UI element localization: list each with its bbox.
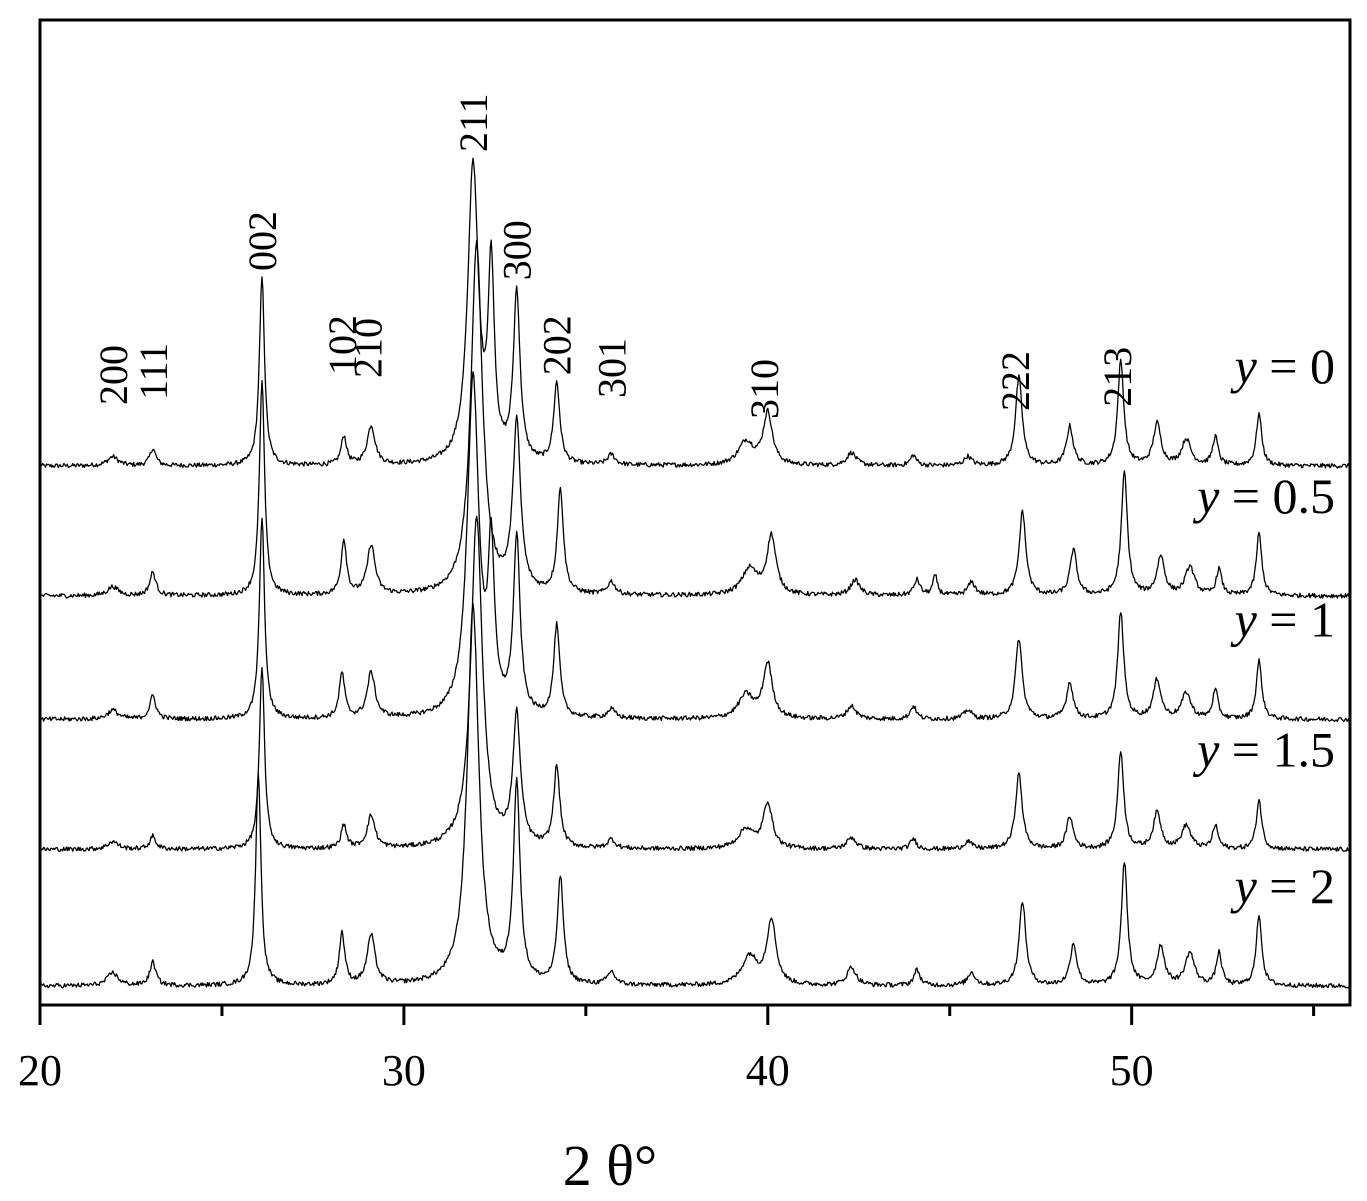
- series-label-3: y = 1.5: [1192, 722, 1335, 778]
- peak-label-300: 300: [495, 220, 540, 280]
- series-traces: [39, 157, 1351, 989]
- peak-label-102: 102: [320, 315, 365, 375]
- series-trace-0: [39, 157, 1351, 469]
- plot-frame: [38, 18, 1352, 1007]
- x-tick-label: 40: [746, 1046, 790, 1095]
- peak-label-222: 222: [993, 351, 1038, 411]
- x-tick-label: 20: [18, 1046, 62, 1095]
- peak-label-200: 200: [91, 345, 136, 405]
- peak-label-002: 002: [240, 211, 285, 271]
- series-labels: y = 0 y = 0.5 y = 1 y = 1.5 y = 2: [1192, 338, 1335, 914]
- series-label-4: y = 2: [1230, 858, 1335, 914]
- series-trace-2: [39, 371, 1351, 723]
- series-trace-4: [39, 602, 1351, 989]
- peak-label-301: 301: [589, 338, 634, 398]
- x-axis-ticks: [38, 1005, 1316, 1025]
- series-label-2: y = 1: [1230, 592, 1335, 648]
- series-label-1: y = 0.5: [1192, 468, 1335, 524]
- x-tick-label: 50: [1110, 1046, 1154, 1095]
- peak-label-310: 310: [742, 359, 787, 419]
- peak-label-210: 210: [346, 318, 391, 378]
- series-trace-3: [39, 515, 1351, 853]
- peak-label-211: 211: [451, 93, 496, 152]
- x-axis-title: 2 θ°: [563, 1133, 657, 1198]
- x-axis-tick-labels: 20 30 40 50: [18, 1046, 1154, 1095]
- peak-label-202: 202: [535, 315, 580, 375]
- series-trace-1: [39, 239, 1351, 599]
- peak-label-111: 111: [131, 343, 176, 400]
- peak-label-213: 213: [1095, 347, 1140, 407]
- series-label-0: y = 0: [1230, 338, 1335, 394]
- x-tick-label: 30: [382, 1046, 426, 1095]
